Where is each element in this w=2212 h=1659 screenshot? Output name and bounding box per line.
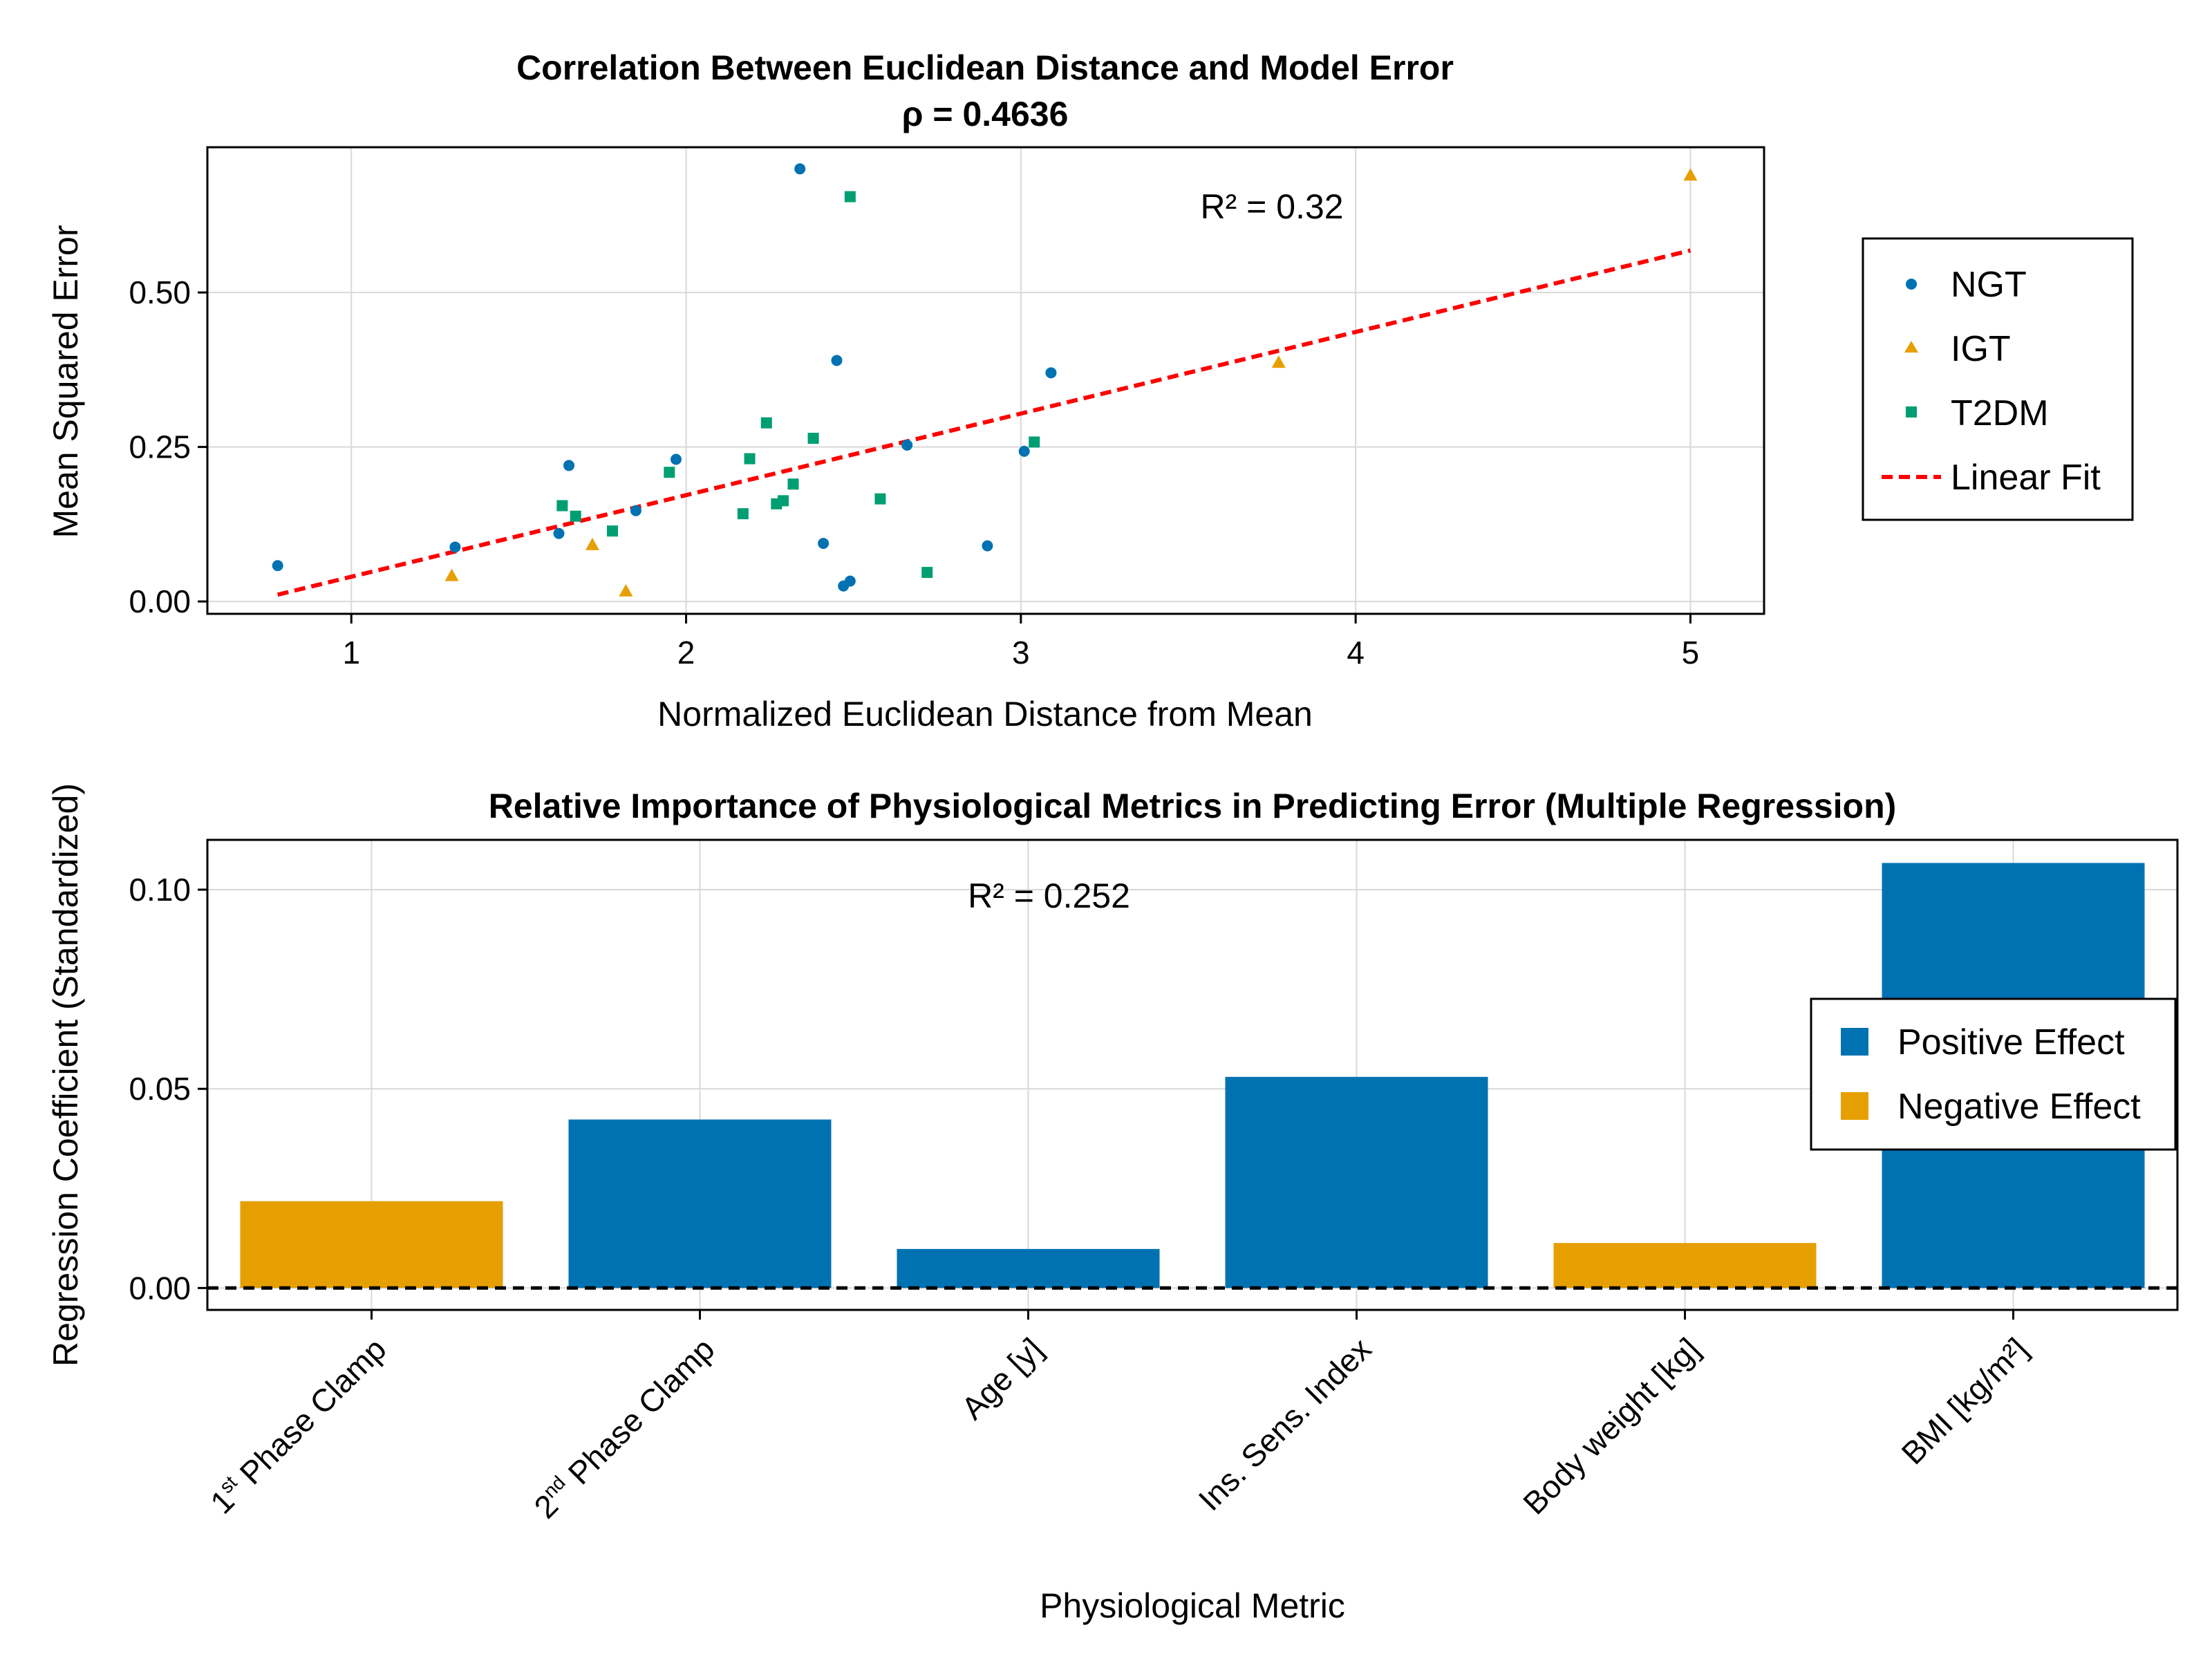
ngt-point: [982, 540, 993, 552]
scatter-legend: NGT IGT T2DM Linear Fit: [1862, 237, 2134, 521]
bar-legend-box: [1810, 997, 2177, 1151]
bar-panel: Relative Importance of Physiological Met…: [46, 783, 2179, 1625]
igt-point: [1271, 355, 1286, 368]
scatter-ticks: 1 2 3 4 5 0.00 0.25 0.50: [129, 274, 1699, 671]
bar-y-tick-label: 0.00: [129, 1270, 191, 1306]
scatter-x-tick-label: 5: [1682, 635, 1700, 671]
ngt-point: [1045, 367, 1057, 379]
ngt-point: [831, 355, 843, 366]
t2dm-point: [807, 433, 819, 444]
scatter-subtitle: ρ = 0.4636: [902, 95, 1069, 133]
bar-title: Relative Importance of Physiological Met…: [489, 787, 1897, 825]
scatter-x-tick-label: 4: [1347, 635, 1365, 671]
bar-ylabel: Regression Coefficient (Standardized): [46, 783, 85, 1367]
t2dm-point: [744, 453, 756, 465]
igt-point: [619, 583, 633, 597]
bar-y-tick-label: 0.05: [129, 1071, 191, 1107]
ngt-point: [553, 527, 565, 539]
scatter-xlabel: Normalized Euclidean Distance from Mean: [657, 695, 1313, 733]
legend-t2dm-label: T2DM: [1951, 393, 2049, 433]
scatter-y-tick-label: 0.25: [129, 429, 191, 465]
t2dm-point: [874, 493, 886, 505]
bar-plot-frame: [206, 838, 2179, 1311]
ngt-point: [671, 453, 682, 465]
linear-fit-line: [276, 248, 1691, 597]
t2dm-point: [1029, 436, 1040, 448]
bar-legend: Positive Effect Negative Effect: [1810, 997, 2177, 1151]
scatter-x-tick-label: 3: [1012, 635, 1030, 671]
igt-point: [444, 568, 459, 581]
legend-igt-marker: [1904, 341, 1918, 353]
ngt-point: [272, 560, 283, 572]
scatter-x-tick-label: 2: [677, 635, 695, 671]
t2dm-point: [570, 510, 581, 522]
t2dm-point: [787, 478, 799, 490]
scatter-plot-frame: [206, 146, 1765, 615]
legend-ngt-marker: [1906, 279, 1917, 290]
scatter-fit-layer: [276, 248, 1691, 597]
ngt-point: [630, 505, 641, 516]
ngt-point: [901, 439, 913, 451]
bar-category-label: Body weight [kg]: [1516, 1331, 1706, 1521]
bar-xlabel: Physiological Metric: [1040, 1586, 1345, 1625]
t2dm-point: [556, 500, 568, 512]
ngt-point: [563, 460, 575, 471]
scatter-title: Correlation Between Euclidean Distance a…: [516, 48, 1454, 87]
t2dm-point: [921, 567, 933, 579]
bar-category-label: BMI [kg/m²]: [1895, 1331, 2035, 1471]
bar-3: [897, 1248, 1160, 1288]
legend-fit-label: Linear Fit: [1951, 458, 2101, 498]
igt-point: [585, 537, 599, 550]
legend-ngt-label: NGT: [1951, 265, 2027, 305]
bar-category-label: Ins. Sens. Index: [1192, 1331, 1378, 1517]
scatter-panel: Correlation Between Euclidean Distance a…: [46, 48, 2134, 733]
t2dm-point: [737, 508, 749, 520]
legend-positive-swatch: [1841, 1028, 1868, 1056]
t2dm-point: [777, 495, 789, 507]
scatter-grid: [207, 147, 1764, 614]
scatter-points-layer: [272, 163, 1698, 597]
t2dm-point: [760, 417, 772, 429]
ngt-point: [818, 538, 830, 550]
scatter-r2-annotation: R² = 0.32: [1201, 187, 1344, 226]
t2dm-point: [844, 191, 856, 203]
bar-category-label: 2nd Phase Clamp: [527, 1331, 722, 1526]
bar-4: [1225, 1076, 1488, 1288]
legend-negative-label: Negative Effect: [1897, 1087, 2141, 1127]
t2dm-point: [607, 525, 619, 537]
ngt-point: [794, 163, 806, 175]
scatter-x-tick-label: 1: [342, 635, 360, 671]
bar-category-label: Age [y]: [955, 1331, 1050, 1426]
ngt-point: [449, 541, 461, 553]
bar-category-label: 1st Phase Clamp: [203, 1331, 393, 1521]
legend-t2dm-marker: [1906, 406, 1917, 418]
bar-ticks: 0.00 0.05 0.10 1st Phase Clamp 2nd Phase Cla…: [129, 872, 2034, 1525]
t2dm-point: [664, 467, 675, 478]
bar-1: [240, 1201, 503, 1288]
bar-y-tick-label: 0.10: [129, 872, 191, 908]
ngt-point: [844, 575, 856, 587]
bar-r2-annotation: R² = 0.252: [968, 877, 1130, 915]
scatter-y-tick-label: 0.00: [129, 583, 191, 619]
scatter-y-tick-label: 0.50: [129, 274, 191, 310]
legend-positive-label: Positive Effect: [1897, 1022, 2125, 1062]
ngt-point: [1018, 445, 1030, 457]
bar-2: [568, 1119, 832, 1288]
igt-point: [1683, 168, 1698, 181]
legend-negative-swatch: [1841, 1092, 1868, 1120]
legend-igt-label: IGT: [1951, 329, 2011, 369]
bar-5: [1553, 1243, 1817, 1288]
scatter-ylabel: Mean Squared Error: [46, 225, 85, 538]
